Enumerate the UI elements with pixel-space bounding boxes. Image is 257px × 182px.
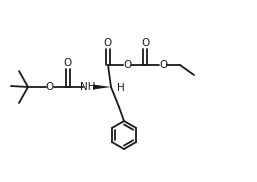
Text: O: O xyxy=(141,38,149,48)
Text: O: O xyxy=(159,60,167,70)
Text: H: H xyxy=(117,83,125,93)
Text: NH: NH xyxy=(80,82,96,92)
Text: O: O xyxy=(123,60,131,70)
Polygon shape xyxy=(93,84,111,90)
Text: O: O xyxy=(46,82,54,92)
Text: O: O xyxy=(64,58,72,68)
Text: O: O xyxy=(103,38,111,48)
